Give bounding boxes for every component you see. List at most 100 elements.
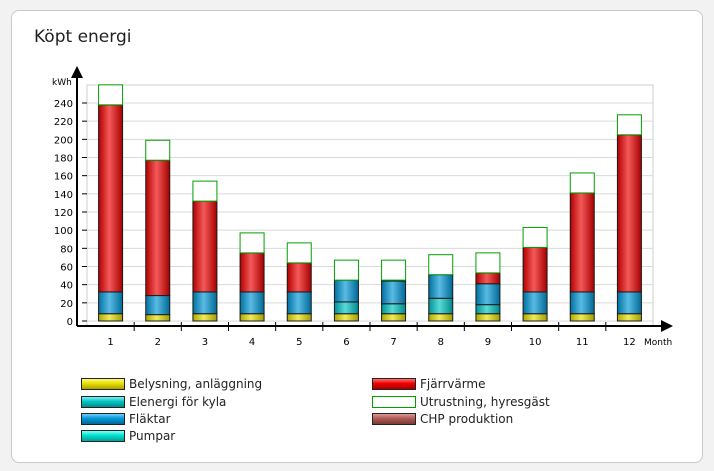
legend-swatch-belysning — [81, 378, 125, 390]
legend-item-chp: CHP produktion — [372, 412, 513, 426]
bar-1-month-7 — [381, 303, 407, 315]
bar-0-month-6 — [333, 313, 359, 322]
legend-item-flaktar: Fläktar — [81, 412, 171, 426]
y-tick-label-240: 240 — [54, 99, 73, 110]
legend-label-flaktar: Fläktar — [129, 412, 171, 426]
bar-0-month-12 — [616, 313, 642, 322]
x-tick-label-9: 9 — [485, 337, 491, 348]
bar-5-month-9 — [475, 252, 501, 274]
legend-label-fjarrvarme: Fjärrvärme — [420, 377, 486, 391]
bar-4-month-2 — [145, 159, 171, 297]
legend-swatch-fjarrvarme — [372, 378, 416, 390]
bar-0-month-7 — [381, 313, 407, 322]
y-tick-label-80: 80 — [60, 244, 73, 255]
bar-5-month-3 — [192, 180, 218, 202]
x-axis-arrowhead — [661, 320, 673, 332]
legend-label-belysning: Belysning, anläggning — [129, 377, 263, 391]
y-tick-label-200: 200 — [54, 135, 73, 146]
y-tick-label-0: 0 — [67, 317, 73, 328]
bar-2-month-11 — [569, 291, 595, 315]
x-tick-label-6: 6 — [343, 337, 349, 348]
y-tick-label-220: 220 — [54, 117, 73, 128]
y-tick-label-160: 160 — [54, 172, 73, 183]
bar-0-month-10 — [522, 313, 548, 322]
legend-item-utrustning: Utrustning, hyresgäst — [372, 395, 550, 409]
x-tick-label-1: 1 — [107, 337, 113, 348]
bar-5-month-4 — [239, 232, 265, 254]
bar-1-month-8 — [428, 297, 454, 315]
bar-5-month-2 — [145, 139, 171, 161]
bar-2-month-8 — [428, 274, 454, 299]
y-tick-label-180: 180 — [54, 154, 73, 165]
bar-0-month-5 — [286, 313, 312, 322]
x-tick-label-8: 8 — [438, 337, 444, 348]
y-axis-arrowhead — [71, 66, 83, 78]
bar-1-month-6 — [333, 301, 359, 315]
x-tick-label-2: 2 — [155, 337, 161, 348]
x-tick-label-7: 7 — [390, 337, 396, 348]
bar-2-month-3 — [192, 291, 218, 315]
bar-5-month-8 — [428, 254, 454, 276]
y-axis-label: kWh — [52, 78, 72, 88]
legend-label-chp: CHP produktion — [420, 412, 514, 426]
bar-5-month-12 — [616, 114, 642, 136]
y-tick-label-140: 140 — [54, 190, 73, 201]
legend-label-pumpar: Pumpar — [129, 429, 176, 443]
legend-swatch-elenergi-kyla — [81, 396, 125, 408]
legend-swatch-chp — [372, 413, 416, 425]
y-tick-label-60: 60 — [60, 263, 73, 274]
bar-4-month-10 — [522, 246, 548, 293]
x-tick-label-12: 12 — [623, 337, 636, 348]
bar-4-month-3 — [192, 200, 218, 293]
bar-2-month-10 — [522, 291, 548, 315]
x-tick-label-5: 5 — [296, 337, 302, 348]
bar-5-month-5 — [286, 242, 312, 264]
y-tick-label-120: 120 — [54, 208, 73, 219]
y-tick-label-20: 20 — [60, 299, 73, 310]
x-tick-label-4: 4 — [249, 337, 255, 348]
legend-item-belysning: Belysning, anläggning — [81, 377, 262, 391]
legend-swatch-utrustning — [372, 396, 416, 408]
bar-5-month-7 — [381, 259, 407, 281]
plot-frame — [86, 84, 654, 327]
bar-2-month-12 — [616, 291, 642, 315]
bar-5-month-11 — [569, 172, 595, 194]
bar-0-month-11 — [569, 313, 595, 322]
bar-5-month-10 — [522, 226, 548, 248]
legend-swatch-flaktar — [81, 413, 125, 425]
bar-2-month-7 — [381, 280, 407, 305]
y-tick-label-100: 100 — [54, 226, 73, 237]
bar-4-month-12 — [616, 134, 642, 293]
bar-0-month-9 — [475, 313, 501, 322]
x-axis-label: Month — [644, 338, 672, 348]
bar-2-month-5 — [286, 291, 312, 315]
legend-label-utrustning: Utrustning, hyresgäst — [420, 395, 550, 409]
chart-title: Köpt energi — [34, 27, 132, 47]
bar-0-month-3 — [192, 313, 218, 322]
y-tick-label-40: 40 — [60, 281, 73, 292]
legend-item-pumpar: Pumpar — [81, 429, 175, 443]
legend-item-fjarrvarme: Fjärrvärme — [372, 377, 486, 391]
axis-spacer — [77, 80, 87, 326]
bar-4-month-9 — [475, 272, 501, 285]
bar-2-month-2 — [145, 295, 171, 316]
bar-4-month-5 — [286, 262, 312, 293]
x-tick-label-3: 3 — [202, 337, 208, 348]
bar-2-month-4 — [239, 291, 265, 315]
bar-0-month-4 — [239, 313, 265, 322]
x-tick-label-10: 10 — [529, 337, 542, 348]
bar-4-month-4 — [239, 252, 265, 293]
bar-2-month-9 — [475, 283, 501, 306]
bar-2-month-1 — [98, 291, 124, 315]
bar-5-month-6 — [333, 259, 359, 281]
bar-1-month-9 — [475, 304, 501, 315]
legend-label-elenergi-kyla: Elenergi för kyla — [129, 395, 227, 409]
legend-item-elenergi-kyla: Elenergi för kyla — [81, 395, 226, 409]
bar-4-month-11 — [569, 192, 595, 293]
x-tick-label-11: 11 — [576, 337, 589, 348]
bar-0-month-2 — [145, 314, 171, 322]
bar-0-month-8 — [428, 313, 454, 322]
bar-5-month-1 — [98, 84, 124, 106]
bar-4-month-1 — [98, 104, 124, 293]
